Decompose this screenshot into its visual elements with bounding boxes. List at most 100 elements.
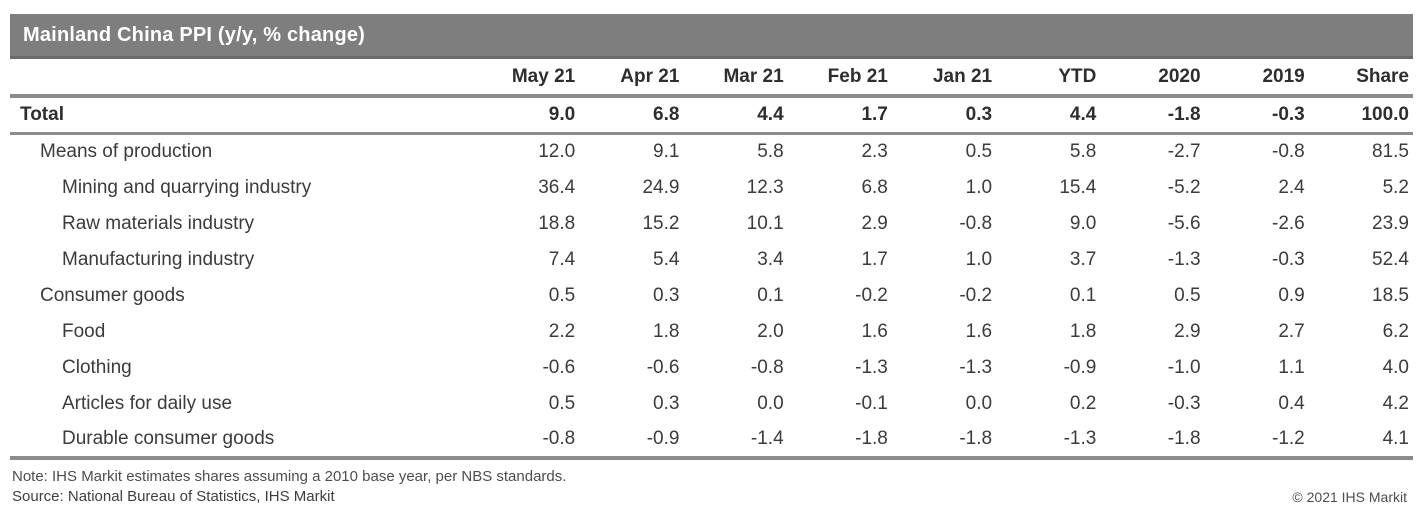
value-cell: 36.4 <box>538 176 576 198</box>
value-cell: 100.0 <box>1308 96 1413 135</box>
value-cell: 0.3 <box>653 284 680 306</box>
source-text: Source: National Bureau of Statistics, I… <box>12 487 335 505</box>
table-title: Mainland China PPI (y/y, % change) <box>23 24 366 46</box>
row-label: Manufacturing industry <box>62 248 255 270</box>
value-cell: 2.9 <box>1174 320 1201 342</box>
value-cell: 1.0 <box>965 176 993 198</box>
ppi-data-table: May 21 Apr 21 Mar 21 Feb 21 Jan 21 YTD 2020 201… <box>10 59 1413 460</box>
value-cell: -0.1 <box>855 392 888 414</box>
value-cell: 7.4 <box>548 248 576 270</box>
column-header: 2019 <box>1204 59 1309 98</box>
column-header: Mar 21 <box>683 59 788 98</box>
value-cell: -1.4 <box>683 421 788 460</box>
table-body: Total 9.0 6.8 4.4 1.7 0.3 4.4 -1.8 -0.3 100.0 Mean… <box>10 96 1413 460</box>
row-label: Total <box>10 96 475 135</box>
row-label: Food <box>62 320 106 342</box>
row-label: Means of production <box>40 141 213 163</box>
value-cell: -1.8 <box>891 421 997 460</box>
value-cell: -1.2 <box>1204 421 1309 460</box>
value-cell: 1.1 <box>1278 356 1305 378</box>
value-cell: 0.3 <box>891 96 997 135</box>
value-cell: -0.3 <box>1167 392 1201 414</box>
column-header: Feb 21 <box>787 59 892 98</box>
value-cell: 24.9 <box>642 176 680 198</box>
value-cell: 0.5 <box>548 392 576 414</box>
value-cell: 0.4 <box>1278 392 1305 414</box>
value-cell: 0.3 <box>653 392 680 414</box>
value-cell: -0.2 <box>959 284 993 306</box>
value-cell: -0.8 <box>1272 141 1305 163</box>
value-cell: 15.4 <box>1059 176 1097 198</box>
value-cell: -1.3 <box>855 356 888 378</box>
table-row: Clothing -0.6 -0.6 -0.8 -1.3 -1.3 -0.9 -1.0 1.1 4… <box>10 350 1413 386</box>
value-cell: -1.8 <box>1100 96 1205 135</box>
value-cell: 12.3 <box>746 176 784 198</box>
value-cell: -0.8 <box>750 356 784 378</box>
value-cell: 4.0 <box>1382 356 1409 378</box>
value-cell: -0.9 <box>579 421 684 460</box>
table-header-row: May 21 Apr 21 Mar 21 Feb 21 Jan 21 YTD 2020 201… <box>10 59 1413 98</box>
value-cell: 1.8 <box>653 320 680 342</box>
value-cell: 4.2 <box>1382 392 1409 414</box>
value-cell: -5.2 <box>1167 176 1201 198</box>
value-cell: 5.4 <box>653 248 680 270</box>
value-cell: 5.8 <box>1069 141 1097 163</box>
value-cell: 18.5 <box>1372 284 1409 306</box>
value-cell: -0.3 <box>1204 96 1309 135</box>
value-cell: -0.3 <box>1272 248 1305 270</box>
value-cell: 6.8 <box>861 176 888 198</box>
table-row: Consumer goods 0.5 0.3 0.1 -0.2 -0.2 0.1 0.5 0.9… <box>10 278 1413 314</box>
value-cell: -0.2 <box>855 284 888 306</box>
value-cell: 2.4 <box>1278 176 1305 198</box>
table-row: Total 9.0 6.8 4.4 1.7 0.3 4.4 -1.8 -0.3 100.0 <box>10 96 1413 135</box>
value-cell: -0.6 <box>542 356 576 378</box>
value-cell: 2.2 <box>548 320 576 342</box>
table-row: Food 2.2 1.8 2.0 1.6 1.6 1.8 2.9 2.7 6.2 <box>10 314 1413 350</box>
table-row: Mining and quarrying industry 36.4 24.9 12.… <box>10 170 1413 206</box>
value-cell: -0.8 <box>475 421 580 460</box>
value-cell: -0.9 <box>1063 356 1097 378</box>
value-cell: 1.6 <box>965 320 993 342</box>
column-header-empty <box>10 59 475 98</box>
page: Mainland China PPI (y/y, % change) May 2… <box>10 14 1413 505</box>
value-cell: 0.2 <box>1069 392 1097 414</box>
value-cell: 0.5 <box>1174 284 1201 306</box>
value-cell: 1.7 <box>861 248 888 270</box>
value-cell: 2.9 <box>861 212 888 234</box>
value-cell: 0.1 <box>1069 284 1097 306</box>
value-cell: 12.0 <box>538 141 576 163</box>
row-label: Consumer goods <box>40 284 185 306</box>
value-cell: 5.8 <box>757 141 784 163</box>
value-cell: 23.9 <box>1372 212 1409 234</box>
value-cell: 9.0 <box>1069 212 1097 234</box>
value-cell: 5.2 <box>1382 176 1409 198</box>
table-row: Manufacturing industry 7.4 5.4 3.4 1.7 1.0 3.7… <box>10 242 1413 278</box>
value-cell: 3.4 <box>757 248 784 270</box>
value-cell: 0.5 <box>965 141 993 163</box>
value-cell: -1.3 <box>1167 248 1201 270</box>
column-header: 2020 <box>1100 59 1205 98</box>
value-cell: -5.6 <box>1167 212 1201 234</box>
value-cell: 0.5 <box>548 284 576 306</box>
column-header: Apr 21 <box>579 59 684 98</box>
value-cell: 6.2 <box>1382 320 1409 342</box>
value-cell: 2.0 <box>757 320 784 342</box>
column-header: May 21 <box>475 59 580 98</box>
row-label: Raw materials industry <box>62 212 255 234</box>
value-cell: -0.6 <box>646 356 680 378</box>
value-cell: 2.7 <box>1278 320 1305 342</box>
table-title-bar: Mainland China PPI (y/y, % change) <box>10 14 1413 59</box>
value-cell: -1.3 <box>996 421 1101 460</box>
value-cell: -1.8 <box>1100 421 1205 460</box>
value-cell: -1.8 <box>787 421 892 460</box>
column-header: Jan 21 <box>891 59 997 98</box>
value-cell: 3.7 <box>1069 248 1097 270</box>
value-cell: 4.4 <box>996 96 1101 135</box>
value-cell: 0.9 <box>1278 284 1305 306</box>
value-cell: 1.8 <box>1069 320 1097 342</box>
value-cell: 81.5 <box>1372 141 1409 163</box>
value-cell: -2.7 <box>1167 141 1201 163</box>
value-cell: 0.0 <box>965 392 993 414</box>
value-cell: 0.1 <box>757 284 784 306</box>
value-cell: 0.0 <box>757 392 784 414</box>
